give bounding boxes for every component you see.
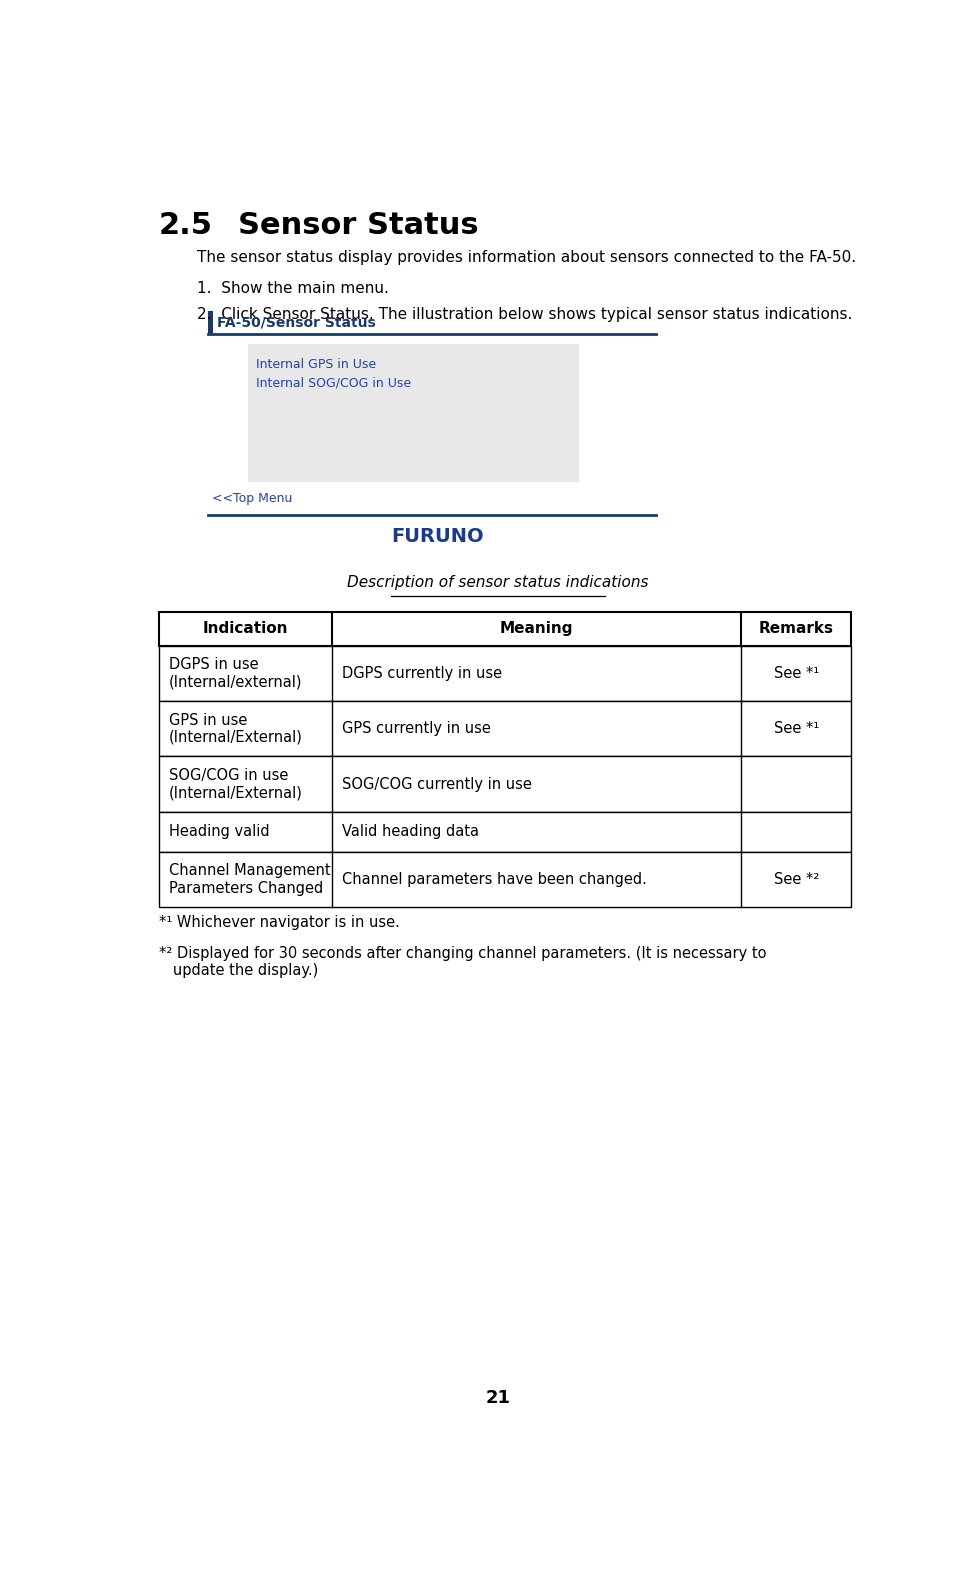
FancyBboxPatch shape [159,645,852,700]
FancyBboxPatch shape [248,343,579,482]
FancyBboxPatch shape [159,612,852,645]
Text: 21: 21 [486,1390,510,1407]
Text: Channel parameters have been changed.: Channel parameters have been changed. [342,873,647,887]
FancyBboxPatch shape [208,311,213,335]
Text: The sensor status display provides information about sensors connected to the FA: The sensor status display provides infor… [196,250,855,264]
Text: DGPS in use
(Internal/external): DGPS in use (Internal/external) [169,658,303,689]
Text: See *¹: See *¹ [774,721,819,737]
FancyBboxPatch shape [159,813,852,852]
Text: Valid heading data: Valid heading data [342,824,479,840]
Text: 2.5: 2.5 [159,212,213,240]
FancyBboxPatch shape [159,852,852,907]
Text: Remarks: Remarks [758,621,834,636]
Text: Heading valid: Heading valid [169,824,270,840]
Text: SOG/COG in use
(Internal/External): SOG/COG in use (Internal/External) [169,768,303,800]
Text: Internal GPS in Use: Internal GPS in Use [255,357,376,370]
Text: Sensor Status: Sensor Status [238,212,479,240]
Text: Internal SOG/COG in Use: Internal SOG/COG in Use [255,376,411,389]
Text: Channel Management
Parameters Changed: Channel Management Parameters Changed [169,863,331,896]
Text: GPS currently in use: GPS currently in use [342,721,491,737]
Text: DGPS currently in use: DGPS currently in use [342,666,502,681]
Text: Description of sensor status indications: Description of sensor status indications [347,575,649,590]
FancyBboxPatch shape [159,756,852,813]
Text: <<Top Menu: <<Top Menu [212,492,292,504]
Text: See *²: See *² [774,873,819,887]
Text: Indication: Indication [203,621,288,636]
Text: GPS in use
(Internal/External): GPS in use (Internal/External) [169,713,303,745]
Text: *¹ Whichever navigator is in use.: *¹ Whichever navigator is in use. [159,915,400,930]
Text: FURUNO: FURUNO [391,526,484,545]
Text: *² Displayed for 30 seconds after changing channel parameters. (It is necessary : *² Displayed for 30 seconds after changi… [159,945,766,979]
Text: 2.  Click Sensor Status. The illustration below shows typical sensor status indi: 2. Click Sensor Status. The illustration… [196,307,852,323]
FancyBboxPatch shape [159,700,852,756]
Text: 1.  Show the main menu.: 1. Show the main menu. [196,280,388,296]
Text: Meaning: Meaning [500,621,574,636]
Text: FA-50/Sensor Status: FA-50/Sensor Status [218,316,376,330]
Text: SOG/COG currently in use: SOG/COG currently in use [342,776,532,792]
Text: See *¹: See *¹ [774,666,819,681]
